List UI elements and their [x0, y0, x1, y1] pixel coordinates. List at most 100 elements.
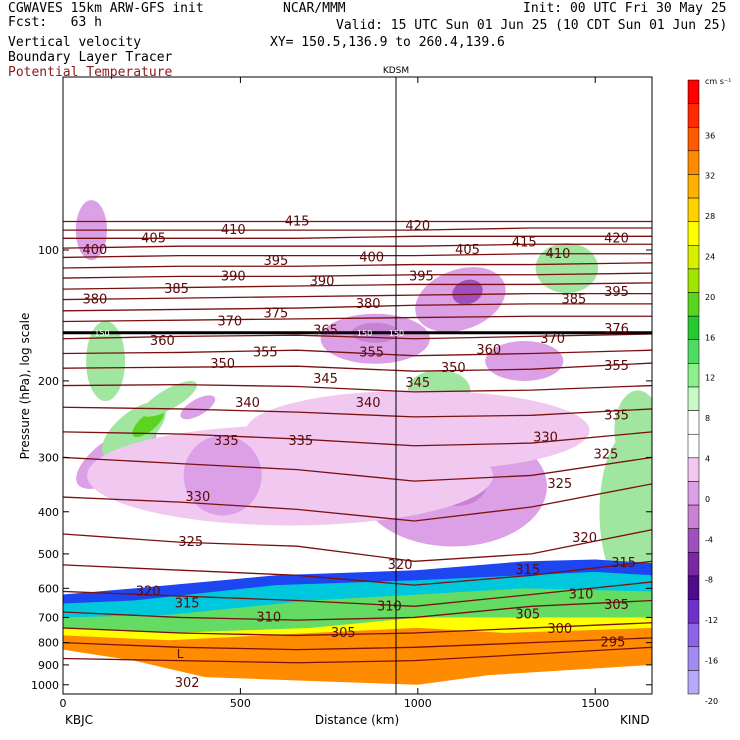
w-blob	[132, 409, 164, 437]
theta-label: 405	[141, 231, 166, 246]
theta-label: 355	[604, 359, 629, 374]
theta-label: 420	[604, 231, 629, 246]
theta-line	[63, 456, 652, 482]
theta-contours	[63, 220, 652, 664]
y-tick-label: 300	[38, 451, 59, 464]
colorbar-cell	[687, 126, 700, 152]
theta-label: 320	[388, 558, 413, 573]
theta-label: 310	[377, 599, 402, 614]
x-tick-label: 1500	[581, 697, 609, 710]
y-tick-label: 1000	[31, 679, 59, 692]
theta-line	[63, 282, 652, 290]
theta-label: 340	[235, 396, 260, 411]
theta-label: 405	[455, 243, 480, 258]
org-label: NCAR/MMM	[283, 1, 346, 16]
theta-line	[63, 637, 652, 651]
theta-label: 410	[221, 223, 246, 238]
forecast-hour: Fcst: 63 h	[8, 15, 102, 30]
colorbar-label: 20	[705, 293, 715, 302]
colorbar-cell	[687, 315, 700, 341]
theta-label: 305	[604, 598, 629, 613]
theta-label: 380	[356, 297, 381, 312]
xy-coords: XY= 150.5,136.9 to 260.4,139.6	[270, 35, 505, 50]
theta-label: 335	[288, 434, 313, 449]
theta-line	[63, 529, 652, 562]
axes: 0 500 1000 1500 100 200 300 400 500 600 700 800 900 1…	[31, 77, 652, 710]
station-mid-label: KDSM	[383, 66, 409, 76]
theta-label: 355	[253, 345, 278, 360]
theta-label: 305	[331, 626, 356, 641]
colorbar-cell	[687, 457, 700, 482]
theta-label: 400	[359, 250, 384, 265]
colorbar-cell	[687, 197, 700, 222]
w-blob	[452, 279, 483, 305]
station-right-label: KIND	[620, 713, 650, 727]
y-tick-label: 800	[38, 637, 59, 650]
theta-label: 395	[604, 285, 629, 300]
theta-line	[63, 483, 652, 522]
colorbar-cell	[687, 174, 700, 199]
model-title: CGWAVES 15km ARW-GFS init	[8, 1, 204, 16]
theta-line	[63, 646, 652, 664]
theta-label: 320	[572, 531, 597, 546]
w-blob	[86, 320, 126, 401]
theta-label: 302	[175, 676, 200, 691]
y-axis-label: Pressure (hPa), log scale	[18, 313, 32, 460]
theta-label: 400	[83, 243, 108, 258]
theta-label: 295	[601, 636, 626, 651]
colorbar-label: 32	[705, 172, 715, 181]
colorbar-label: -8	[705, 576, 713, 585]
field-vertical-velocity: Vertical velocity	[8, 35, 142, 50]
theta-line	[63, 243, 652, 249]
theta-label: 325	[593, 447, 618, 462]
plot-frame	[62, 76, 653, 695]
theta-label: 370	[540, 332, 565, 347]
station-left-label: KBJC	[65, 713, 93, 727]
y-tick-label: 100	[38, 244, 59, 257]
theta-label: 385	[164, 282, 189, 297]
theta-line	[63, 333, 652, 340]
x-tick-label: 500	[230, 697, 251, 710]
theta-label: 370	[217, 314, 242, 329]
y-tick-label: 700	[38, 611, 59, 624]
y-tick-label: 500	[38, 548, 59, 561]
colorbar-cell	[687, 622, 700, 648]
colorbar-label: -4	[705, 535, 713, 544]
colorbar-cell	[687, 363, 700, 388]
theta-label: 340	[356, 396, 381, 411]
theta-label: 320	[136, 584, 161, 599]
theta-label: 420	[405, 219, 430, 234]
colorbar-cell	[687, 245, 700, 270]
w-blob	[183, 435, 262, 516]
theta-line	[63, 293, 652, 301]
colorbar-cell	[687, 599, 700, 624]
theta-label: 360	[476, 343, 501, 358]
theta-label: 330	[533, 431, 558, 446]
x-axis-label: Distance (km)	[315, 713, 399, 727]
theta-label: 415	[512, 235, 537, 250]
colorbar-cell	[687, 386, 700, 411]
terrain	[63, 649, 652, 694]
theta-line	[63, 315, 652, 323]
colorbar-label: -12	[705, 616, 718, 625]
colorbar-label: 36	[705, 131, 715, 140]
y-tick-label: 900	[38, 659, 59, 672]
colorbar: 36 32 28 24 20 16 12 8 4 0 -4 -8 -12 -16 -20	[687, 79, 718, 706]
colorbar-cell	[687, 575, 700, 600]
theta-label: 310	[569, 588, 594, 603]
w-blob	[180, 395, 216, 420]
colorbar-cell	[687, 292, 700, 317]
colorbar-cell	[687, 268, 700, 293]
theta-label: 380	[83, 293, 108, 308]
shaded-fields	[63, 200, 652, 694]
theta-line	[63, 235, 652, 239]
theta-label: 310	[256, 610, 281, 625]
theta-label: 350	[441, 361, 466, 376]
colorbar-units: cm s⁻¹	[705, 77, 731, 86]
low-marker: L	[177, 647, 184, 661]
theta-label: 300	[547, 622, 572, 637]
colorbar-cell	[687, 410, 700, 435]
theta-label: 395	[409, 269, 434, 284]
w-blob	[485, 340, 564, 381]
y-tick-label: 600	[38, 582, 59, 595]
